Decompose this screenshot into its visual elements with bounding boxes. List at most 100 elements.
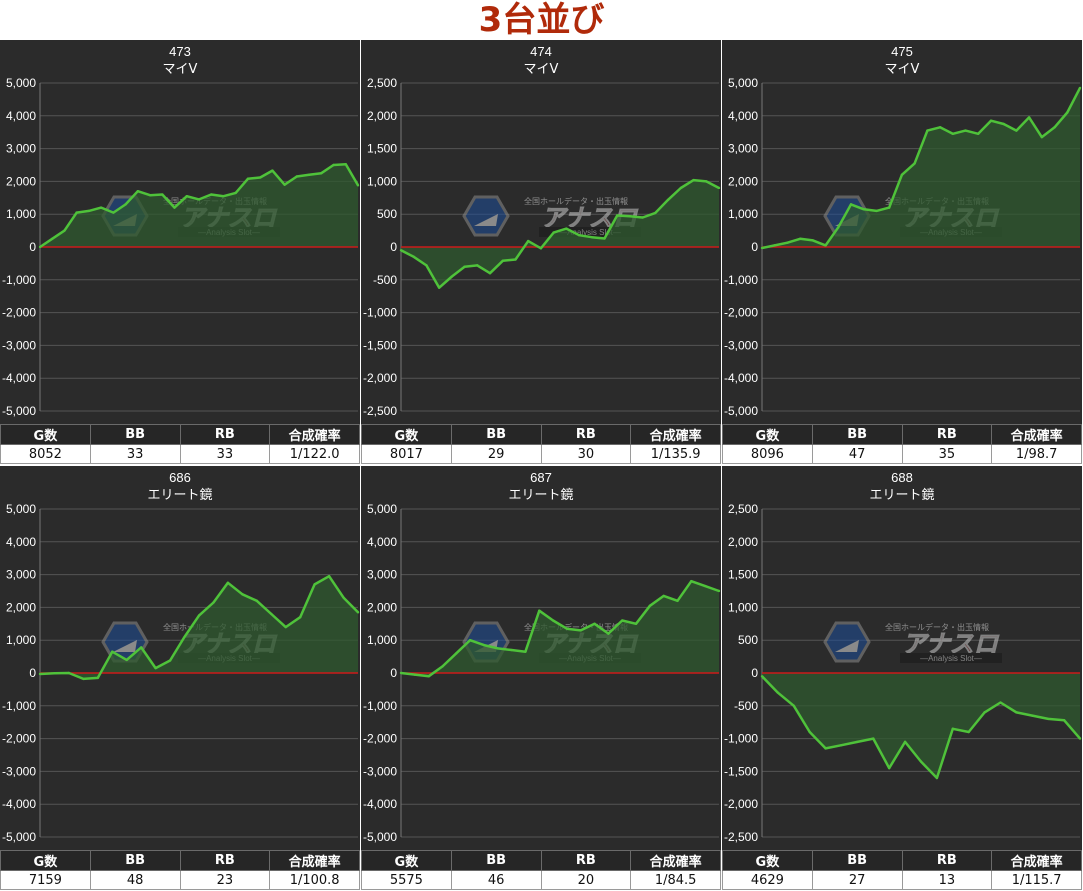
data-point xyxy=(538,609,541,612)
data-point xyxy=(271,169,274,172)
data-point xyxy=(951,132,954,136)
data-point xyxy=(1027,116,1031,119)
data-point xyxy=(332,163,335,167)
bb-value: 33 xyxy=(89,444,181,464)
y-tick-label: 500 xyxy=(377,207,397,221)
y-tick-label: 1,000 xyxy=(728,207,758,221)
header-games: G数 xyxy=(361,850,452,871)
data-point xyxy=(565,627,569,630)
series-area xyxy=(401,180,719,288)
data-point xyxy=(258,176,262,179)
data-point xyxy=(862,208,865,211)
y-tick-label: -1,000 xyxy=(363,699,397,713)
rb-value: 33 xyxy=(179,444,271,464)
chart-panel-474: 2,500 2,000 1,500 1,000 500 0 -500 -1,000 -1,500… xyxy=(361,40,721,464)
data-point xyxy=(913,162,916,165)
chart-title-name: エリート鏡 xyxy=(147,488,212,503)
chart-473: 5,000 4,000 3,000 2,000 1,000 0 -1,000 -2,000 -3… xyxy=(0,40,360,424)
y-tick-label: -500 xyxy=(734,699,758,713)
data-point xyxy=(792,704,795,707)
data-point xyxy=(1078,737,1082,740)
y-tick-label: 2,500 xyxy=(728,502,758,516)
data-point xyxy=(654,211,657,215)
data-point xyxy=(662,594,665,598)
watermark-subtitle: —Analysis Slot— xyxy=(559,228,621,237)
data-point xyxy=(776,691,780,694)
data-point xyxy=(226,581,230,584)
y-tick-label: 1,500 xyxy=(728,568,758,582)
data-point xyxy=(935,776,939,780)
data-point xyxy=(75,211,78,214)
y-tick-label: -1,000 xyxy=(2,273,36,287)
y-tick-label: -2,500 xyxy=(724,830,758,844)
data-point xyxy=(344,163,347,166)
watermark-tagline: 全国ホールデータ・出玉情報 xyxy=(524,622,628,632)
data-point xyxy=(168,659,172,662)
data-point xyxy=(327,575,331,578)
data-point xyxy=(888,206,891,209)
chart-475: 5,000 4,000 3,000 2,000 1,000 0 -1,000 -2,000 -3… xyxy=(722,40,1082,424)
header-rate: 合成確率 xyxy=(630,424,721,445)
chart-474: 2,500 2,000 1,500 1,000 500 0 -500 -1,000 -1,500… xyxy=(361,40,721,424)
watermark-wedge-icon xyxy=(835,640,859,652)
data-point xyxy=(539,247,543,250)
data-point xyxy=(1015,129,1018,132)
y-tick-label: 3,000 xyxy=(6,568,36,582)
bb-value: 29 xyxy=(450,444,542,464)
y-tick-label: -4,000 xyxy=(363,797,397,811)
data-point xyxy=(501,259,504,262)
data-point xyxy=(455,652,458,655)
y-tick-label: 4,000 xyxy=(6,109,36,123)
y-tick-label: -1,000 xyxy=(363,306,397,320)
data-point xyxy=(399,249,403,252)
data-point xyxy=(607,632,610,635)
series-area xyxy=(40,164,358,247)
header-games: G数 xyxy=(361,424,452,445)
chart-686: 5,000 4,000 3,000 2,000 1,000 0 -1,000 -2,000 -3… xyxy=(0,466,360,850)
data-point xyxy=(482,643,486,647)
data-point xyxy=(425,264,428,267)
games-value: 4629 xyxy=(722,870,813,890)
series-line xyxy=(400,579,720,678)
header-rate: 合成確率 xyxy=(991,850,1082,871)
y-tick-label: -5,000 xyxy=(363,830,397,844)
y-tick-label: 0 xyxy=(751,666,758,680)
y-tick-label: 0 xyxy=(390,666,397,680)
data-point xyxy=(524,650,527,653)
watermark-subtitle: —Analysis Slot— xyxy=(920,654,982,663)
data-point xyxy=(99,206,103,209)
data-point xyxy=(811,239,815,242)
data-point xyxy=(786,241,789,244)
y-tick-label: 2,500 xyxy=(367,76,397,90)
data-point xyxy=(468,639,472,642)
data-point xyxy=(63,229,66,232)
data-point xyxy=(634,622,638,625)
data-point xyxy=(185,194,188,198)
data-point xyxy=(148,193,152,197)
page-title: 3台並び xyxy=(478,0,605,40)
data-point xyxy=(1053,126,1056,129)
y-tick-label: -5,000 xyxy=(2,404,36,418)
data-point xyxy=(342,596,345,599)
data-point xyxy=(552,231,555,234)
y-tick-label: 5,000 xyxy=(367,502,397,516)
y-tick-label: 2,000 xyxy=(728,535,758,549)
games-value: 8017 xyxy=(361,444,452,464)
chart-title-number: 687 xyxy=(530,470,552,485)
header-rb: RB xyxy=(179,850,271,871)
y-tick-label: -4,000 xyxy=(724,371,758,385)
data-point xyxy=(270,612,273,616)
data-point xyxy=(38,245,42,249)
data-point xyxy=(161,193,164,196)
data-point xyxy=(616,214,619,217)
data-point xyxy=(295,175,299,178)
series-area xyxy=(40,576,358,679)
series-area xyxy=(762,673,1080,778)
data-point xyxy=(82,677,85,681)
y-tick-label: 3,000 xyxy=(367,568,397,582)
data-point xyxy=(488,272,492,275)
data-point xyxy=(679,186,683,190)
data-point xyxy=(621,619,624,622)
y-tick-label: 5,000 xyxy=(6,76,36,90)
data-point xyxy=(565,227,568,230)
